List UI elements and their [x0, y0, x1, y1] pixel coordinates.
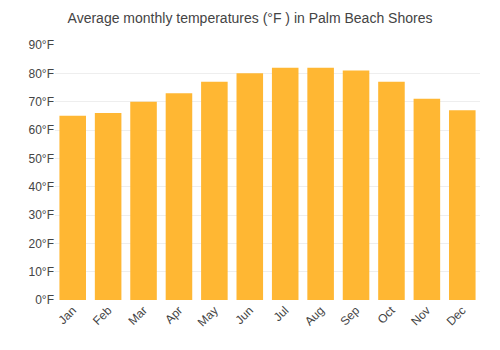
svg-text:Dec: Dec: [444, 303, 469, 328]
svg-text:Mar: Mar: [125, 303, 150, 328]
svg-text:Jul: Jul: [271, 303, 292, 324]
svg-text:Apr: Apr: [162, 303, 185, 326]
svg-text:Feb: Feb: [90, 303, 115, 328]
svg-text:Sep: Sep: [337, 303, 362, 328]
svg-text:90°F: 90°F: [29, 38, 54, 52]
svg-text:Jun: Jun: [233, 303, 257, 327]
svg-text:Oct: Oct: [375, 303, 399, 327]
svg-text:Average monthly temperatures (: Average monthly temperatures (°F ) in Pa…: [68, 10, 433, 26]
svg-text:40°F: 40°F: [29, 180, 54, 194]
svg-text:Jan: Jan: [55, 303, 79, 327]
svg-text:20°F: 20°F: [29, 237, 54, 251]
svg-text:70°F: 70°F: [29, 95, 54, 109]
svg-text:10°F: 10°F: [29, 265, 54, 279]
svg-text:50°F: 50°F: [29, 152, 54, 166]
svg-text:Aug: Aug: [302, 303, 327, 328]
svg-text:30°F: 30°F: [29, 208, 54, 222]
svg-text:80°F: 80°F: [29, 67, 54, 81]
svg-text:0°F: 0°F: [35, 293, 54, 307]
svg-text:May: May: [195, 303, 221, 329]
svg-text:Nov: Nov: [408, 303, 433, 328]
svg-text:60°F: 60°F: [29, 123, 54, 137]
